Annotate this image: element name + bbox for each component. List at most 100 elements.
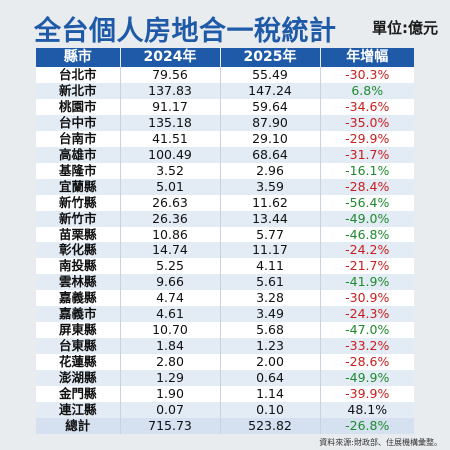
value-2025-cell: 3.59 — [220, 178, 321, 195]
value-2024-cell: 14.74 — [120, 242, 221, 259]
city-name-cell: 台南市 — [36, 130, 121, 147]
value-2025-cell: 68.64 — [220, 146, 321, 163]
header: 全台個人房地合一稅統計 單位:億元 — [0, 0, 450, 48]
change-cell: -28.4% — [320, 178, 414, 195]
value-2025-cell: 13.44 — [220, 210, 321, 227]
change-cell: -29.9% — [320, 130, 414, 147]
city-name-cell: 雲林縣 — [36, 274, 121, 291]
table-row: 新北市 137.83 147.24 6.8% — [36, 82, 414, 99]
city-name-cell: 連江縣 — [36, 402, 121, 418]
value-2025-cell: 5.77 — [220, 226, 321, 243]
value-2025-cell: 0.10 — [220, 402, 321, 418]
value-2024-cell: 100.49 — [120, 146, 221, 163]
value-2024-cell: 79.56 — [120, 67, 221, 83]
value-2025-cell: 523.82 — [220, 417, 321, 434]
change-cell: -49.9% — [320, 370, 414, 387]
value-2024-cell: 3.52 — [120, 162, 221, 179]
value-2025-cell: 59.64 — [220, 98, 321, 115]
source-note: 資料來源:財政部、住展機構彙整。 — [319, 438, 442, 447]
city-name-cell: 花蓮縣 — [36, 354, 121, 371]
table-header-row: 縣市 2024年 2025年 年增幅 — [36, 48, 414, 67]
value-2024-cell: 0.07 — [120, 402, 221, 418]
table-row: 雲林縣 9.66 5.61 -41.9% — [36, 274, 414, 291]
city-name-cell: 新竹縣 — [36, 194, 121, 211]
city-name-cell: 嘉義縣 — [36, 290, 121, 307]
city-name-cell: 新北市 — [36, 82, 121, 99]
change-cell: -34.6% — [320, 98, 414, 115]
value-2024-cell: 137.83 — [120, 82, 221, 99]
table-row: 基隆市 3.52 2.96 -16.1% — [36, 162, 414, 179]
city-name-cell: 總計 — [36, 417, 121, 434]
column-header-2024: 2024年 — [120, 48, 221, 67]
city-name-cell: 南投縣 — [36, 258, 121, 275]
value-2024-cell: 1.84 — [120, 338, 221, 355]
city-name-cell: 屏東縣 — [36, 322, 121, 339]
change-cell: 48.1% — [320, 402, 414, 418]
value-2025-cell: 147.24 — [220, 82, 321, 99]
value-2024-cell: 10.86 — [120, 226, 221, 243]
value-2025-cell: 3.28 — [220, 290, 321, 307]
value-2025-cell: 11.62 — [220, 194, 321, 211]
change-cell: -41.9% — [320, 274, 414, 291]
value-2025-cell: 29.10 — [220, 130, 321, 147]
table-row: 南投縣 5.25 4.11 -21.7% — [36, 258, 414, 275]
change-cell: -46.8% — [320, 226, 414, 243]
city-name-cell: 金門縣 — [36, 386, 121, 403]
city-name-cell: 彰化縣 — [36, 242, 121, 259]
value-2024-cell: 1.29 — [120, 370, 221, 387]
value-2024-cell: 5.25 — [120, 258, 221, 275]
table-row: 澎湖縣 1.29 0.64 -49.9% — [36, 370, 414, 387]
change-cell: -39.9% — [320, 386, 414, 403]
column-header-city: 縣市 — [36, 48, 121, 67]
change-cell: -24.3% — [320, 306, 414, 323]
value-2024-cell: 26.36 — [120, 210, 221, 227]
table-row: 花蓮縣 2.80 2.00 -28.6% — [36, 354, 414, 371]
value-2024-cell: 91.17 — [120, 98, 221, 115]
value-2024-cell: 41.51 — [120, 130, 221, 147]
table-row: 高雄市 100.49 68.64 -31.7% — [36, 146, 414, 163]
change-cell: -33.2% — [320, 338, 414, 355]
change-cell: 6.8% — [320, 82, 414, 99]
city-name-cell: 台東縣 — [36, 338, 121, 355]
table-row: 桃園市 91.17 59.64 -34.6% — [36, 98, 414, 115]
value-2025-cell: 1.14 — [220, 386, 321, 403]
city-name-cell: 新竹市 — [36, 210, 121, 227]
change-cell: -47.0% — [320, 322, 414, 339]
change-cell: -24.2% — [320, 242, 414, 259]
change-cell: -16.1% — [320, 162, 414, 179]
value-2024-cell: 9.66 — [120, 274, 221, 291]
table-row: 台南市 41.51 29.10 -29.9% — [36, 130, 414, 147]
change-cell: -31.7% — [320, 146, 414, 163]
city-name-cell: 宜蘭縣 — [36, 178, 121, 195]
value-2025-cell: 55.49 — [220, 67, 321, 83]
table-row: 屏東縣 10.70 5.68 -47.0% — [36, 322, 414, 339]
change-cell: -35.0% — [320, 114, 414, 131]
table-row: 宜蘭縣 5.01 3.59 -28.4% — [36, 178, 414, 195]
change-cell: -56.4% — [320, 194, 414, 211]
value-2025-cell: 5.68 — [220, 322, 321, 339]
page-title: 全台個人房地合一稅統計 — [34, 16, 337, 47]
value-2024-cell: 2.80 — [120, 354, 221, 371]
value-2025-cell: 4.11 — [220, 258, 321, 275]
city-name-cell: 桃園市 — [36, 98, 121, 115]
city-name-cell: 嘉義市 — [36, 306, 121, 323]
change-cell: -49.0% — [320, 210, 414, 227]
table-row: 新竹縣 26.63 11.62 -56.4% — [36, 194, 414, 211]
unit-label: 單位:億元 — [372, 19, 438, 37]
city-name-cell: 澎湖縣 — [36, 370, 121, 387]
value-2025-cell: 2.00 — [220, 354, 321, 371]
change-cell: -28.6% — [320, 354, 414, 371]
city-name-cell: 台中市 — [36, 114, 121, 131]
value-2025-cell: 3.49 — [220, 306, 321, 323]
table-row: 台中市 135.18 87.90 -35.0% — [36, 114, 414, 131]
value-2025-cell: 1.23 — [220, 338, 321, 355]
value-2024-cell: 4.74 — [120, 290, 221, 307]
change-cell: -30.9% — [320, 290, 414, 307]
table-row: 嘉義市 4.61 3.49 -24.3% — [36, 306, 414, 323]
change-cell: -26.8% — [320, 417, 414, 434]
value-2024-cell: 10.70 — [120, 322, 221, 339]
table-row: 新竹市 26.36 13.44 -49.0% — [36, 210, 414, 227]
city-name-cell: 高雄市 — [36, 146, 121, 163]
tax-table: 縣市 2024年 2025年 年增幅 台北市 79.56 55.49 -30.3% 新北… — [36, 48, 414, 434]
value-2025-cell: 0.64 — [220, 370, 321, 387]
